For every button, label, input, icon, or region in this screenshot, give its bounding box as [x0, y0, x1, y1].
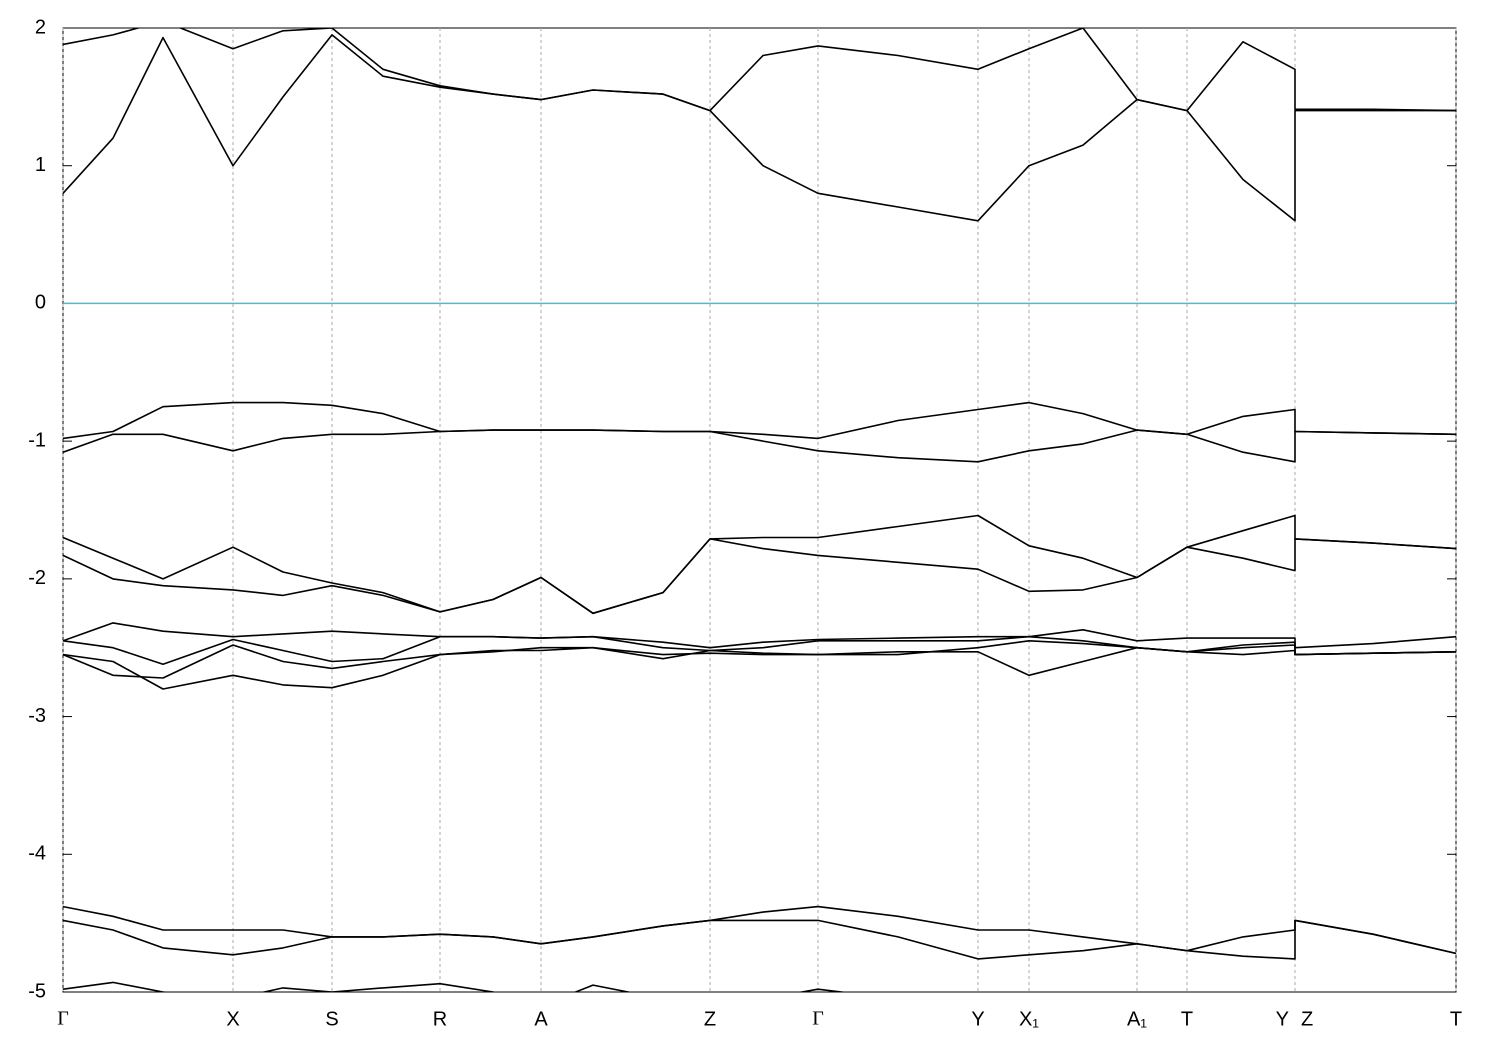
y-tick-label: 0 — [35, 292, 46, 314]
x-tick-label: Y — [1276, 1008, 1289, 1030]
band-line — [63, 429, 1456, 463]
plot-area — [63, 28, 1456, 992]
y-tick-label: 2 — [35, 16, 46, 38]
x-tick-label: S — [325, 1008, 338, 1030]
x-tick-label: Z — [1301, 1008, 1313, 1030]
x-tick-label: X — [226, 1008, 239, 1030]
band-line — [63, 919, 1456, 960]
band-line — [63, 514, 1456, 615]
x-tick-label: Z — [704, 1008, 716, 1030]
y-tick-label: -3 — [28, 705, 46, 727]
band-line — [63, 28, 1456, 112]
band-line — [63, 635, 1456, 665]
band-line — [63, 905, 1456, 955]
band-line — [63, 981, 848, 992]
x-tick-label: R — [433, 1008, 447, 1030]
band-line — [63, 538, 1456, 615]
x-tick-label: Γ — [57, 1008, 69, 1030]
x-tick-label: A — [534, 1008, 548, 1030]
band-line — [63, 646, 1456, 690]
y-tick-label: -1 — [28, 429, 46, 451]
band-line — [63, 34, 1456, 222]
x-tick-label: T — [1450, 1008, 1462, 1030]
plot-frame — [62, 27, 1457, 993]
y-tick-label: -5 — [28, 980, 46, 1002]
x-tick-label: Γ — [812, 1008, 824, 1030]
x-tick-label: T — [1181, 1008, 1193, 1030]
x-tick-label: Y — [971, 1008, 984, 1030]
y-tick-label: -2 — [28, 567, 46, 589]
y-tick-label: -4 — [28, 843, 46, 865]
y-tick-label: 1 — [35, 154, 46, 176]
band-line — [63, 622, 1456, 649]
band-line — [63, 401, 1456, 440]
x-tick-label: X₁ — [1019, 1008, 1039, 1030]
band-line — [63, 640, 1456, 679]
x-tick-label: A₁ — [1127, 1008, 1147, 1030]
